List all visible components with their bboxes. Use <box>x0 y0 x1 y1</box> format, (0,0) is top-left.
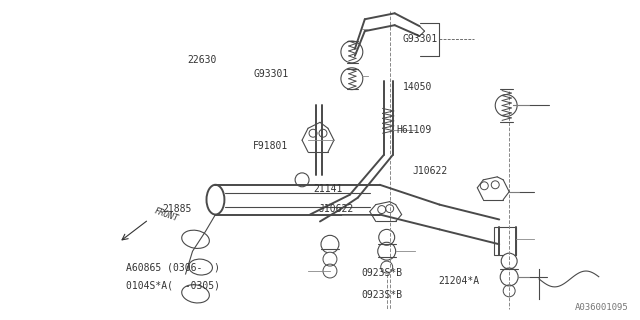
Text: A036001095: A036001095 <box>575 303 628 312</box>
Text: 22630: 22630 <box>188 55 217 65</box>
Text: H61109: H61109 <box>396 125 432 135</box>
Circle shape <box>501 253 517 269</box>
Text: 21204*A: 21204*A <box>438 276 479 285</box>
Bar <box>494 228 516 255</box>
Text: J10622: J10622 <box>412 166 447 176</box>
Text: 0923S*B: 0923S*B <box>362 268 403 278</box>
Text: 14050: 14050 <box>403 82 432 92</box>
Text: A60865 (0306-  ): A60865 (0306- ) <box>125 263 220 273</box>
Text: FRONT: FRONT <box>153 206 179 223</box>
Text: 0923S*B: 0923S*B <box>362 290 403 300</box>
Circle shape <box>323 252 337 266</box>
Text: G93301: G93301 <box>403 35 438 44</box>
Text: J10622: J10622 <box>319 204 354 214</box>
Text: G93301: G93301 <box>253 69 289 79</box>
Text: 0104S*A(  -0305): 0104S*A( -0305) <box>125 280 220 290</box>
Circle shape <box>379 229 395 245</box>
Text: 21141: 21141 <box>314 184 343 194</box>
Text: F91801: F91801 <box>253 141 289 151</box>
Text: 21885: 21885 <box>162 204 191 214</box>
